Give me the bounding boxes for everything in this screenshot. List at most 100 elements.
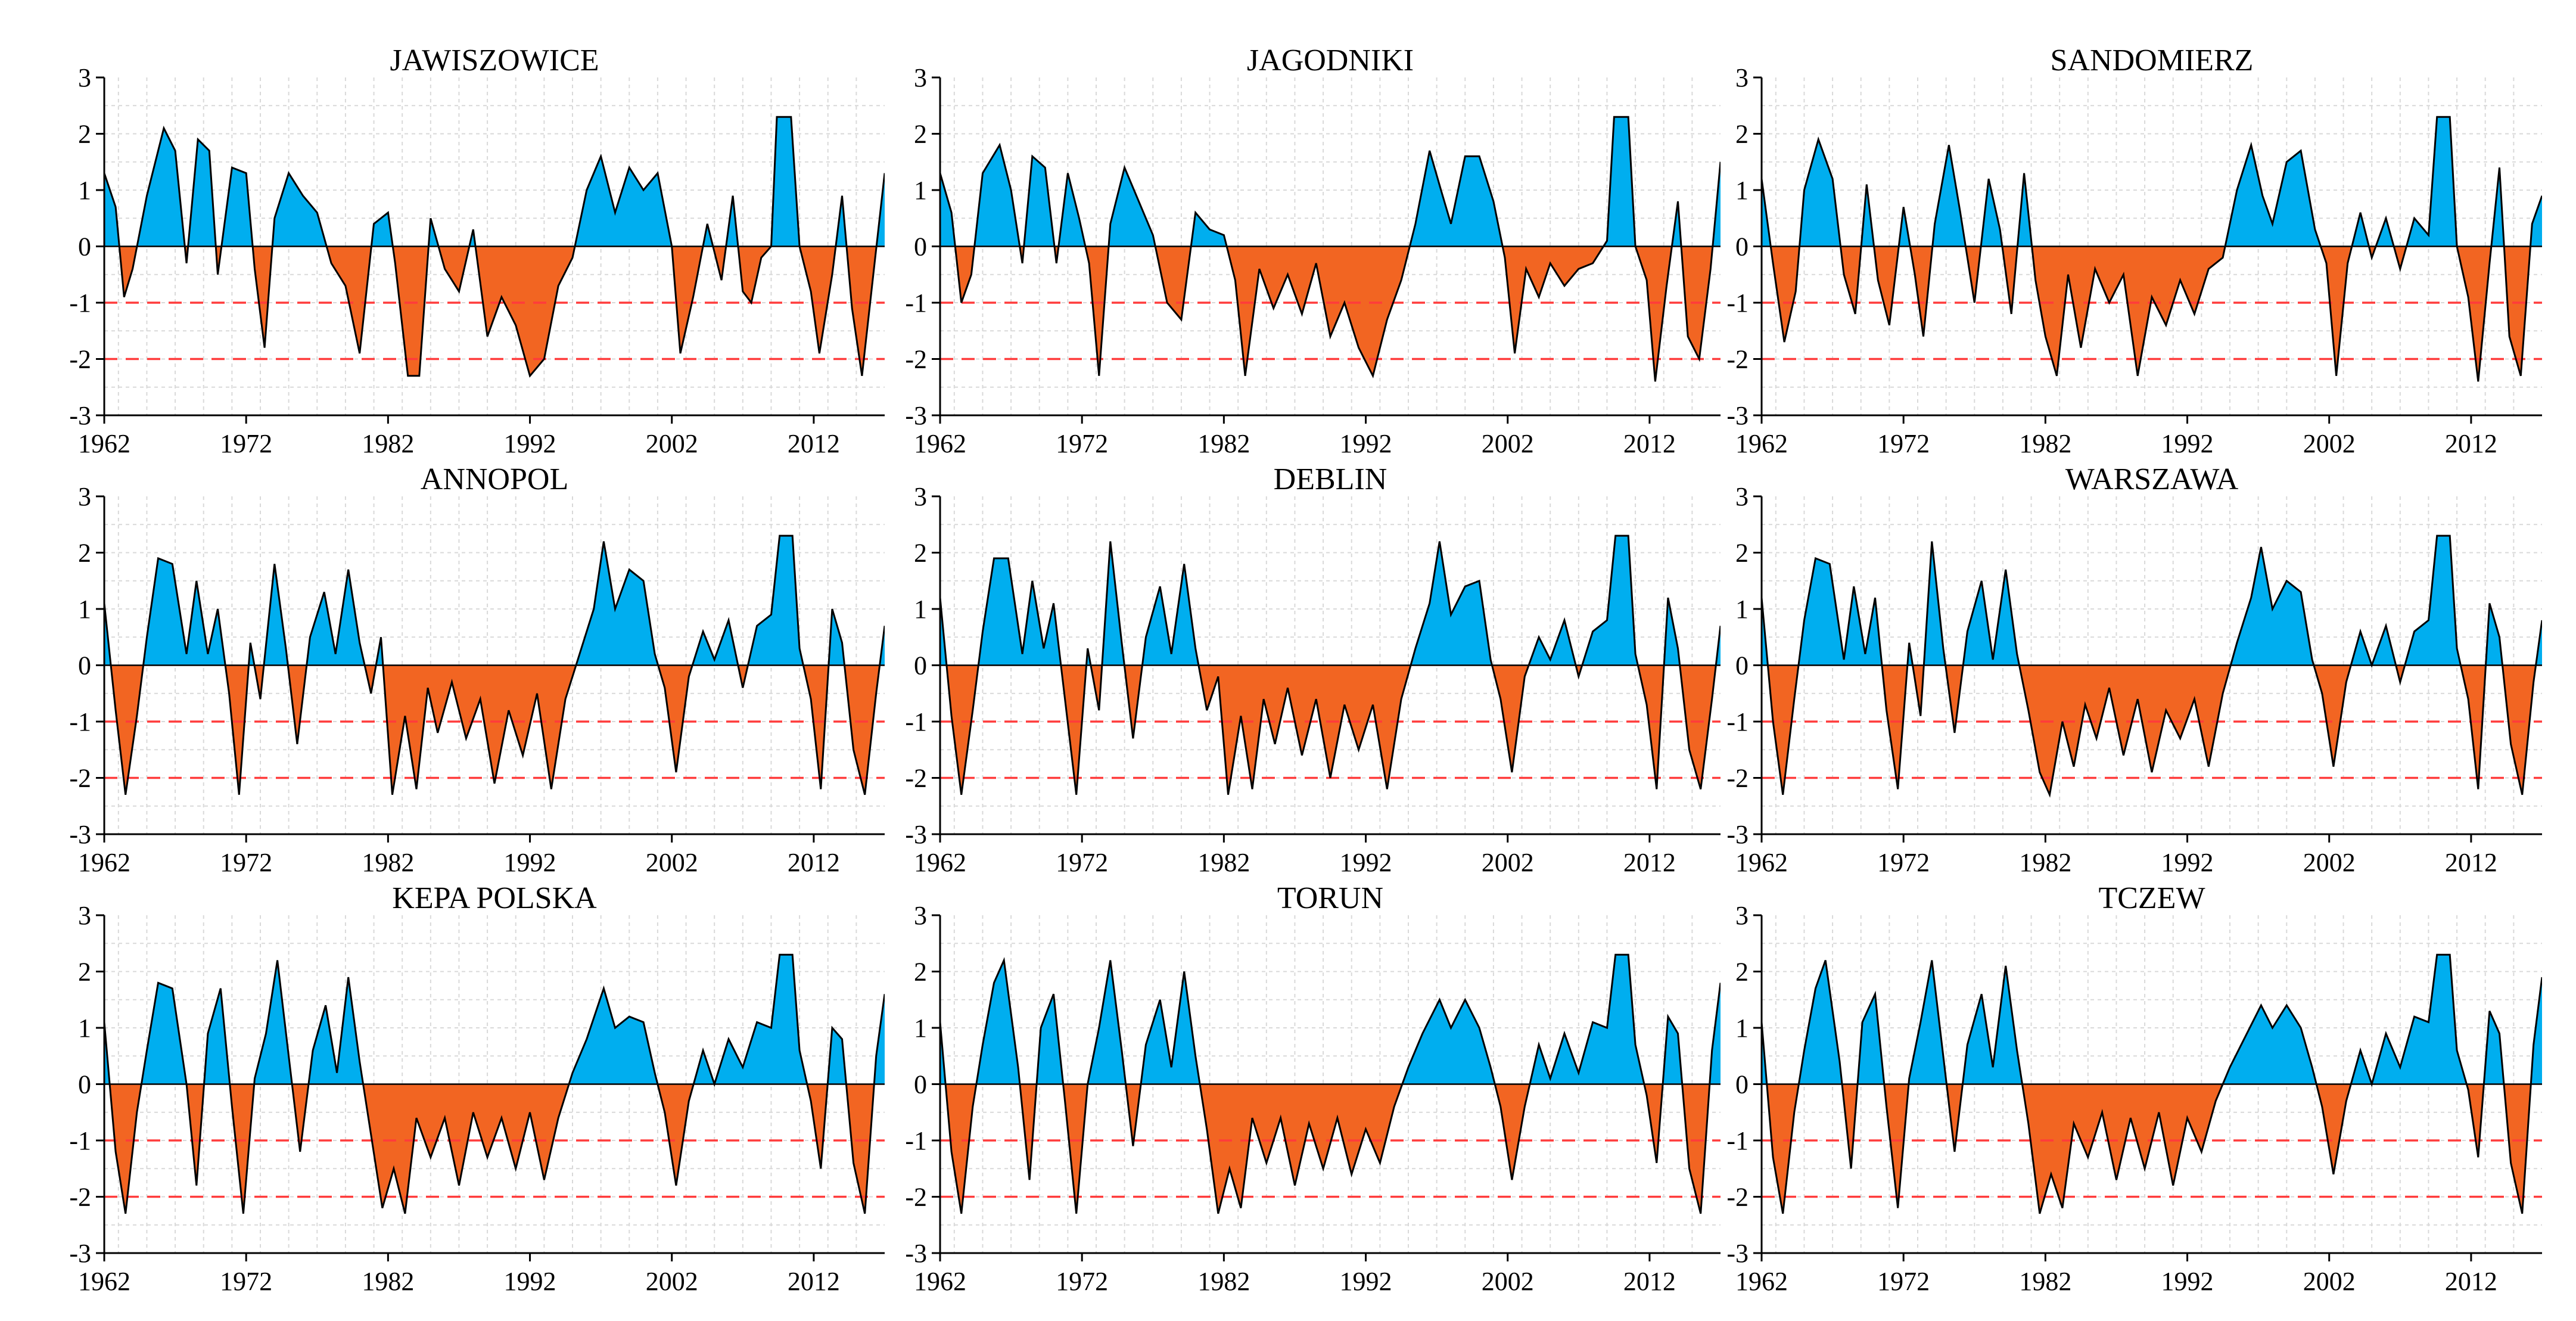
negative-area	[1762, 1084, 2542, 1214]
x-tick-label: 1972	[220, 429, 272, 458]
x-tick-label: 1962	[1735, 429, 1788, 458]
x-tick-label: 2002	[646, 1267, 698, 1296]
x-tick-label: 2002	[2303, 1267, 2356, 1296]
negative-area	[104, 665, 885, 795]
x-tick-label: 1992	[504, 429, 556, 458]
x-tick-label: 1962	[1735, 1267, 1788, 1296]
x-tick-label: 1982	[362, 1267, 414, 1296]
x-tick-label: 2002	[1482, 429, 1534, 458]
x-tick-label: 1992	[1340, 1267, 1392, 1296]
x-tick-label: 1972	[220, 848, 272, 877]
negative-area	[104, 246, 885, 376]
x-tick-label: 2012	[788, 429, 840, 458]
positive-area	[1762, 117, 2542, 247]
y-tick-label: 0	[78, 1070, 91, 1099]
x-tick-label: 2012	[2445, 848, 2497, 877]
x-tick-label: 2012	[1623, 429, 1676, 458]
series-line	[940, 953, 1721, 1214]
y-tick-label: -2	[69, 345, 91, 374]
y-tick-label: -1	[1726, 707, 1749, 736]
y-tick-label: 2	[1735, 120, 1749, 149]
y-tick-label: 2	[78, 120, 91, 149]
x-tick-label: 1982	[2019, 429, 2071, 458]
x-tick-label: 1962	[1735, 848, 1788, 877]
negative-area	[104, 1084, 885, 1214]
y-tick-label: 0	[1735, 651, 1749, 680]
y-tick-label: -2	[1726, 764, 1749, 793]
x-tick-label: 1992	[2161, 429, 2214, 458]
x-tick-label: 1972	[220, 1267, 272, 1296]
y-tick-label: -2	[1726, 1183, 1749, 1212]
y-tick-label: 0	[78, 651, 91, 680]
y-tick-label: -3	[905, 401, 927, 430]
y-tick-label: -1	[905, 1126, 927, 1155]
panel-title: JAWISZOWICE	[390, 43, 599, 77]
y-tick-label: -1	[1726, 1126, 1749, 1155]
y-tick-label: 2	[914, 539, 927, 568]
y-tick-label: -2	[905, 345, 927, 374]
panel-title: SANDOMIERZ	[2051, 43, 2254, 77]
x-tick-label: 1992	[504, 1267, 556, 1296]
panel-title: WARSZAWA	[2065, 462, 2239, 496]
y-tick-label: 0	[914, 1070, 927, 1099]
y-tick-label: 0	[78, 232, 91, 262]
x-tick-label: 2012	[1623, 1267, 1676, 1296]
y-tick-label: -2	[905, 1183, 927, 1212]
x-tick-label: 1982	[1197, 429, 1250, 458]
y-tick-label: 3	[914, 482, 927, 511]
x-tick-label: 1962	[914, 429, 966, 458]
y-tick-label: 2	[1735, 958, 1749, 987]
x-tick-label: 2002	[646, 429, 698, 458]
y-tick-label: 1	[914, 176, 927, 205]
y-tick-label: 2	[1735, 539, 1749, 568]
negative-area	[940, 246, 1721, 382]
y-tick-label: -1	[69, 288, 91, 318]
y-tick-label: -3	[905, 820, 927, 849]
x-tick-label: 2012	[788, 848, 840, 877]
positive-area	[104, 117, 885, 247]
negative-area	[1762, 665, 2542, 795]
y-tick-label: 1	[1735, 176, 1749, 205]
y-tick-label: -3	[69, 1239, 91, 1268]
x-tick-label: 1962	[78, 429, 130, 458]
x-tick-label: 1972	[1877, 848, 1930, 877]
y-tick-label: 2	[914, 958, 927, 987]
series-line	[104, 116, 885, 378]
y-tick-label: 1	[1735, 1014, 1749, 1043]
y-tick-label: -1	[1726, 288, 1749, 318]
x-tick-label: 1992	[1340, 429, 1392, 458]
y-tick-label: -2	[69, 764, 91, 793]
x-tick-label: 2002	[2303, 848, 2356, 877]
x-tick-label: 1982	[2019, 1267, 2071, 1296]
y-tick-label: 2	[914, 120, 927, 149]
x-tick-label: 2012	[2445, 429, 2497, 458]
y-tick-label: 1	[914, 595, 927, 624]
positive-area	[940, 117, 1721, 247]
x-tick-label: 1972	[1877, 429, 1930, 458]
y-tick-label: 3	[78, 901, 91, 930]
x-tick-label: 1982	[1197, 1267, 1250, 1296]
x-tick-label: 1972	[1877, 1267, 1930, 1296]
y-tick-label: 1	[914, 1014, 927, 1043]
y-tick-label: 3	[1735, 482, 1749, 511]
y-tick-label: -3	[69, 820, 91, 849]
y-tick-label: -3	[69, 401, 91, 430]
series-line	[1762, 953, 2542, 1214]
positive-area	[1762, 955, 2542, 1084]
x-tick-label: 1982	[2019, 848, 2071, 877]
y-tick-label: 0	[914, 232, 927, 262]
negative-area	[1762, 246, 2542, 382]
panel-title: TCZEW	[2098, 881, 2205, 915]
x-tick-label: 1972	[1056, 848, 1108, 877]
y-tick-label: -1	[69, 1126, 91, 1155]
x-tick-label: 1992	[1340, 848, 1392, 877]
y-tick-label: 3	[1735, 901, 1749, 930]
